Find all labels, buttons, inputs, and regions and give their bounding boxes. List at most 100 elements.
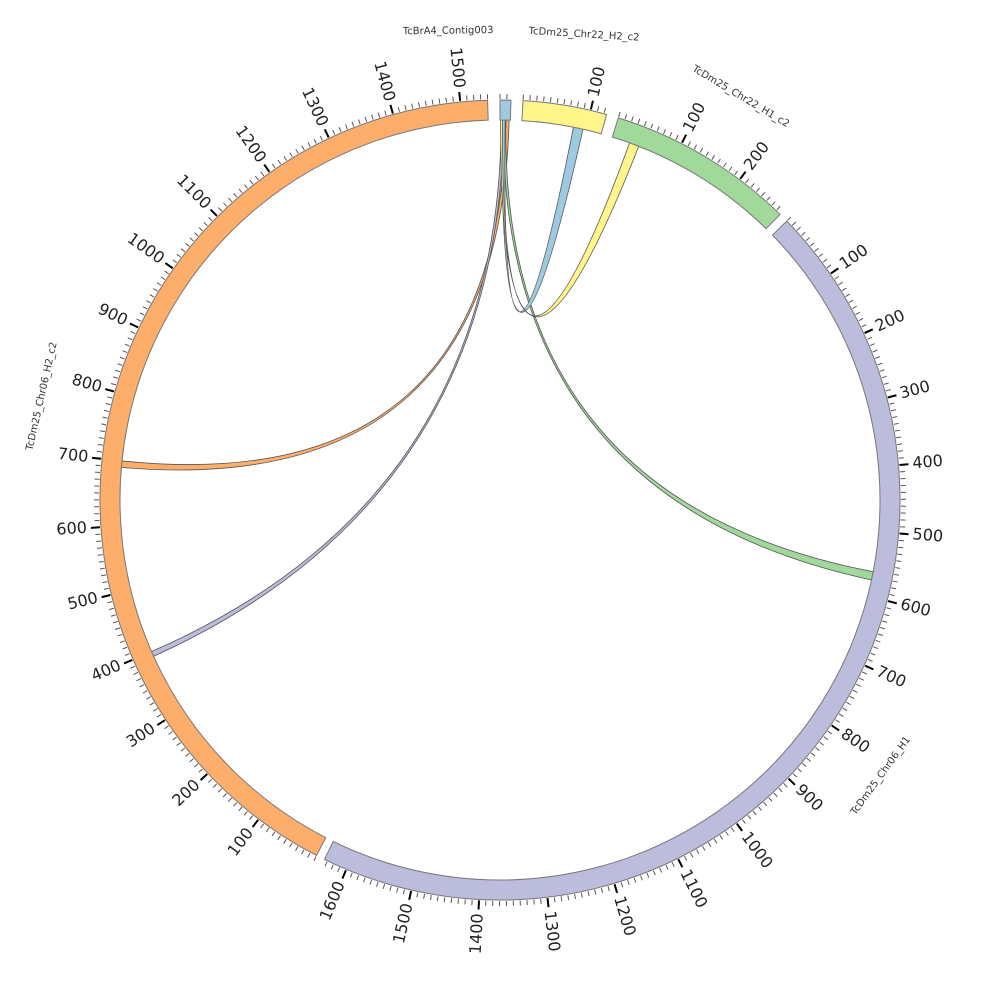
minor-tick [814,247,819,252]
tick-label: 1300 [541,910,565,953]
ideogram-tcbra4-contig003 [499,99,512,121]
minor-tick [371,114,374,120]
minor-tick [102,581,108,584]
minor-tick [233,802,238,807]
minor-tick [96,547,102,549]
tick-label: 700 [57,444,89,466]
minor-tick [254,175,259,181]
minor-tick [377,112,381,118]
tick-label: 400 [912,451,944,473]
minor-tick [176,253,182,258]
minor-tick [594,889,597,895]
minor-tick [212,783,218,788]
minor-tick [823,736,829,740]
minor-tick [834,275,840,280]
tick-label: 900 [792,780,827,815]
ideogram-tcdm25-chr06-h2-c2 [99,99,489,857]
minor-tick [97,443,103,446]
tick-label: 1000 [738,828,777,872]
minor-tick [768,797,773,802]
minor-tick [295,148,299,154]
minor-tick [452,96,454,102]
minor-tick [289,152,293,158]
minor-tick [99,567,105,570]
major-tick [589,100,594,110]
minor-tick [665,864,669,870]
minor-tick [115,369,121,373]
minor-tick [734,170,739,176]
minor-tick [711,155,715,160]
ideogram-layer [99,99,901,901]
minor-tick [180,747,186,752]
minor-tick [891,587,897,590]
major-tick [899,463,909,467]
major-tick [389,104,394,114]
minor-tick [827,730,833,735]
minor-tick [690,852,694,858]
minor-tick [153,288,158,292]
minor-tick [145,696,151,700]
minor-tick [97,554,103,556]
minor-tick [260,171,265,177]
ideogram-tcdm25-chr22-h2-c2 [521,100,608,135]
minor-tick [152,708,158,712]
minor-tick [122,350,128,353]
minor-tick [136,678,142,682]
minor-tick [587,891,590,897]
minor-tick [644,121,647,127]
minor-tick [663,129,666,135]
minor-tick [168,731,173,735]
minor-tick [783,783,788,788]
minor-tick [96,540,102,542]
minor-tick [874,356,881,359]
minor-tick [337,867,341,873]
minor-tick [852,689,858,694]
minor-tick [103,409,110,412]
tick-label: 900 [95,299,131,329]
minor-tick [223,202,228,207]
minor-tick [146,300,151,304]
minor-tick [450,898,453,904]
minor-tick [897,450,904,452]
minor-tick [358,119,361,125]
minor-tick [835,719,840,723]
minor-tick [122,646,128,650]
minor-tick [763,801,768,807]
minor-tick [809,242,815,247]
minor-tick [362,877,366,883]
minor-tick [103,587,109,590]
minor-tick [713,838,718,844]
minor-tick [172,259,178,264]
minor-tick [133,671,139,675]
minor-tick [319,135,323,141]
minor-tick [627,879,630,886]
minor-tick [889,402,895,405]
minor-tick [180,248,186,253]
minor-tick [879,369,885,372]
minor-tick [618,112,621,118]
minor-tick [102,416,108,419]
minor-tick [893,573,900,576]
minor-tick [193,763,199,768]
minor-tick [119,356,125,360]
minor-tick [752,810,757,816]
minor-tick [384,110,387,116]
minor-tick [858,318,864,322]
minor-tick [747,814,752,820]
minor-tick [877,362,883,366]
minor-tick [149,294,155,298]
minor-tick [669,131,673,137]
tick-label: 800 [70,370,105,397]
minor-tick [802,763,807,768]
minor-tick [867,336,873,340]
minor-tick [838,713,844,718]
minor-tick [184,752,190,757]
minor-tick [846,701,851,706]
minor-tick [791,221,797,226]
minor-tick [877,633,883,636]
segment-label: TcDm25_Chr06_H2_c2 [24,341,59,453]
minor-tick [249,815,254,820]
major-tick [864,664,874,671]
minor-tick [185,242,190,247]
